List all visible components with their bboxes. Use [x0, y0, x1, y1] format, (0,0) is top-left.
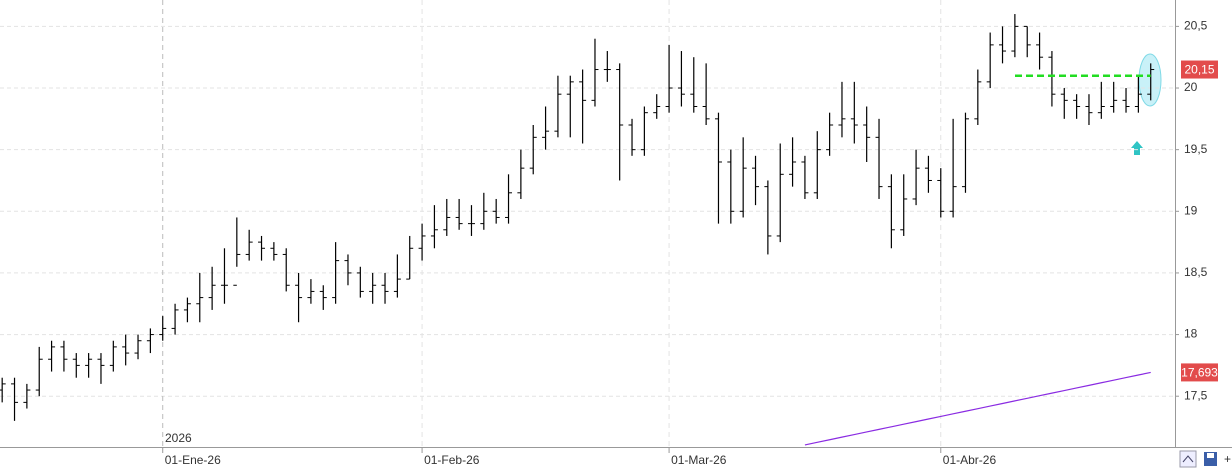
- y-tick-label: 19,5: [1184, 142, 1208, 156]
- y-tick-label: 20: [1184, 80, 1198, 94]
- y-tick-label: 20,5: [1184, 19, 1208, 33]
- x-tick-label: 01-Ene-26: [165, 453, 221, 467]
- year-label: 2026: [165, 431, 192, 445]
- y-tick-label: 17,5: [1184, 388, 1208, 402]
- highlight-ellipse: [1138, 53, 1162, 107]
- y-tick-label: 18: [1184, 327, 1198, 341]
- last-value-box: [1181, 363, 1218, 382]
- last-value-label: 20,15: [1184, 63, 1214, 77]
- toolbar-plus[interactable]: +: [1224, 452, 1231, 466]
- y-tick-label: 19: [1184, 203, 1198, 217]
- x-tick-label: 01-Abr-26: [943, 453, 997, 467]
- save-icon: [1207, 453, 1214, 458]
- moving-average-line: [804, 371, 1151, 446]
- last-value-box: [1181, 60, 1218, 79]
- toolbar-button[interactable]: [1179, 450, 1197, 468]
- last-value-label: 17,693: [1181, 366, 1218, 380]
- y-tick-label: 18,5: [1184, 265, 1208, 279]
- toolbar: +: [1179, 450, 1231, 468]
- up-arrow: [1131, 141, 1143, 155]
- x-tick-label: 01-Feb-26: [424, 453, 480, 467]
- toolbar-icon: [1182, 455, 1194, 463]
- x-tick-label: 01-Mar-26: [671, 453, 727, 467]
